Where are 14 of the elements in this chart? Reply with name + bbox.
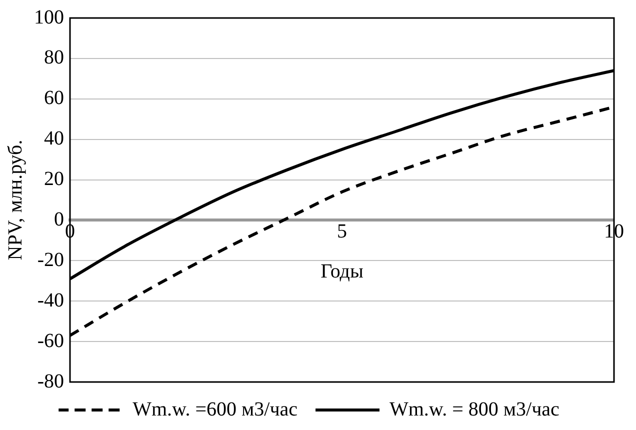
x-tick-label: 5: [337, 220, 347, 242]
y-tick-label: 40: [44, 128, 64, 150]
y-tick-label: 20: [44, 168, 64, 190]
y-tick-label: -40: [37, 289, 64, 312]
y-tick-label: 100: [34, 6, 64, 28]
y-tick-label: -20: [37, 248, 64, 271]
y-axis-title: NPV, млн.руб.: [4, 140, 26, 260]
x-axis-title: Годы: [320, 260, 364, 282]
y-tick-label: -80: [37, 370, 64, 392]
legend-label: Wm.w. =600 м3/час: [132, 398, 298, 420]
y-tick-label: -60: [37, 330, 64, 352]
legend-label: Wm.w. = 800 м3/час: [390, 398, 560, 420]
y-tick-label: 80: [44, 46, 64, 69]
y-tick-label: 60: [44, 87, 64, 110]
